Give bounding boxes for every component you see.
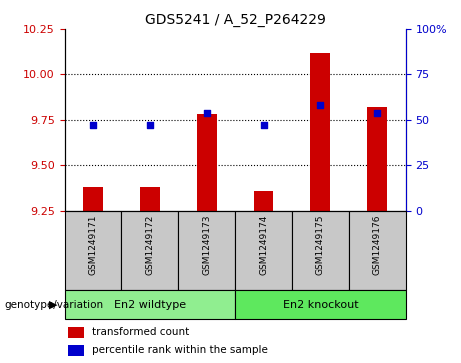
- Title: GDS5241 / A_52_P264229: GDS5241 / A_52_P264229: [145, 13, 325, 26]
- Text: GSM1249176: GSM1249176: [373, 215, 382, 275]
- Bar: [310, 53, 331, 211]
- Text: GSM1249171: GSM1249171: [89, 215, 97, 275]
- Text: ▶: ▶: [49, 300, 58, 310]
- Point: [260, 122, 267, 128]
- Bar: [178, 211, 235, 290]
- Bar: [197, 114, 217, 211]
- Bar: [68, 327, 84, 338]
- Bar: [83, 187, 103, 211]
- Bar: [235, 211, 292, 290]
- Bar: [254, 191, 273, 211]
- Point: [203, 110, 210, 115]
- Bar: [292, 211, 349, 290]
- Text: En2 wildtype: En2 wildtype: [114, 300, 186, 310]
- Bar: [65, 211, 121, 290]
- Text: transformed count: transformed count: [92, 327, 189, 337]
- Text: GSM1249175: GSM1249175: [316, 215, 325, 275]
- Bar: [349, 211, 406, 290]
- Point: [146, 122, 154, 128]
- Text: En2 knockout: En2 knockout: [283, 300, 358, 310]
- Point: [89, 122, 97, 128]
- Text: percentile rank within the sample: percentile rank within the sample: [92, 345, 268, 355]
- Bar: [68, 345, 84, 356]
- Bar: [235, 290, 406, 319]
- Bar: [367, 107, 387, 211]
- Bar: [140, 187, 160, 211]
- Text: genotype/variation: genotype/variation: [5, 300, 104, 310]
- Text: GSM1249173: GSM1249173: [202, 215, 211, 275]
- Point: [317, 102, 324, 108]
- Text: GSM1249174: GSM1249174: [259, 215, 268, 275]
- Text: GSM1249172: GSM1249172: [145, 215, 154, 275]
- Point: [373, 110, 381, 115]
- Bar: [65, 290, 235, 319]
- Bar: [121, 211, 178, 290]
